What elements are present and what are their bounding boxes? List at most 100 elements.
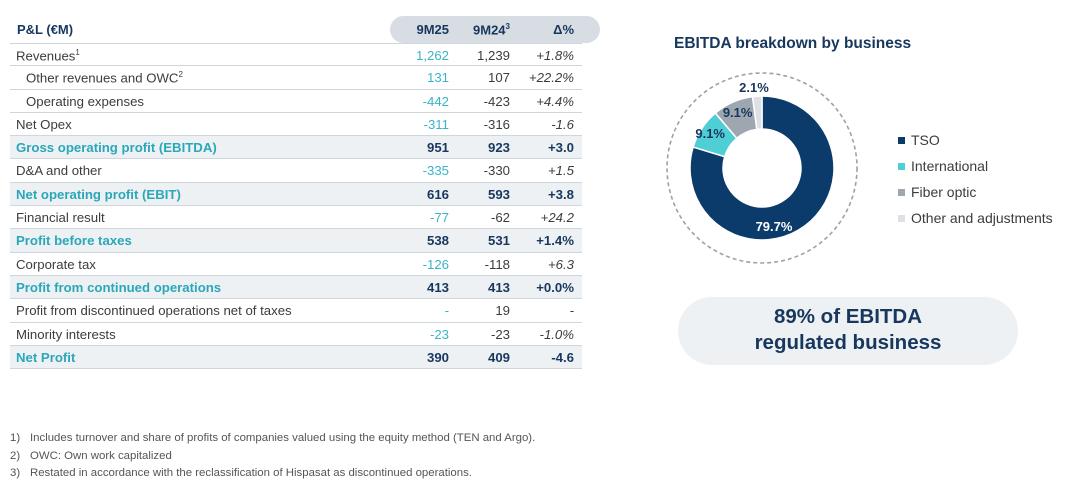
- pl-table-header: P&L (€M) 9M25 9M243 Δ%: [10, 16, 600, 43]
- value-9m25: -77: [429, 210, 449, 226]
- chart-legend: TSO International Fiber optic Other and adj…: [898, 127, 1053, 231]
- row-label: Revenues1: [16, 48, 80, 63]
- value-9m24: 19: [495, 303, 510, 319]
- row-label: Net Opex: [16, 117, 72, 132]
- legend-swatch: [898, 162, 905, 170]
- regulated-business-callout: 89% of EBITDA regulated business: [678, 297, 1018, 365]
- value-9m25: 616: [426, 186, 449, 202]
- row-label: D&A and other: [16, 163, 102, 178]
- row-label-text: Gross operating profit (EBITDA): [16, 140, 217, 156]
- value-9m24: -423: [483, 93, 510, 109]
- value-9m24: 593: [487, 186, 510, 202]
- row-label: Profit from discontinued operations net …: [16, 303, 292, 318]
- pl-table: P&L (€M) 9M25 9M243 Δ% Revenues1 1,262 1,2…: [10, 16, 600, 370]
- footnote-number: 1): [10, 432, 21, 444]
- value-delta: +22.2%: [528, 70, 574, 86]
- column-header-label: 9M24: [473, 22, 506, 38]
- pl-table-title: P&L (€M): [17, 22, 74, 37]
- row-footnote-ref: 2: [178, 70, 183, 80]
- table-row: Financial result -77 -62 +24.2: [10, 206, 582, 230]
- footnotes: 1) Includes turnover and share of profits…: [10, 430, 535, 483]
- header-pill: [390, 16, 600, 43]
- row-label-text: Net operating profit (EBIT): [16, 186, 181, 202]
- value-9m24: 413: [487, 279, 510, 295]
- legend-label: TSO: [911, 132, 940, 148]
- legend-item: Fiber optic: [898, 179, 1053, 205]
- footnote-text: OWC: Own work capitalized: [30, 449, 172, 462]
- row-label: Profit from continued operations: [16, 280, 221, 295]
- row-label: Other revenues and OWC2: [26, 70, 183, 85]
- column-header-9m25: 9M25: [416, 22, 449, 37]
- row-label-text: Profit before taxes: [16, 233, 132, 249]
- row-label-text: Net Profit: [16, 349, 76, 365]
- row-label-text: Profit from continued operations: [16, 279, 222, 295]
- row-label-text: Minority interests: [16, 326, 116, 342]
- value-delta: +1.5: [547, 163, 574, 179]
- column-header-9m24: 9M243: [473, 22, 510, 37]
- value-9m24: 1,239: [476, 48, 510, 63]
- footnote: 1) Includes turnover and share of profits…: [10, 430, 535, 448]
- value-delta: -1.0%: [539, 326, 574, 342]
- value-delta: +1.8%: [536, 48, 574, 63]
- data-label: 9.1%: [723, 105, 753, 120]
- row-label-text: Financial result: [16, 210, 105, 226]
- legend-label: International: [911, 158, 989, 174]
- value-delta: -4.6: [551, 349, 574, 365]
- column-header-delta: Δ%: [553, 22, 574, 37]
- value-9m24: -330: [483, 163, 510, 179]
- legend-swatch: [898, 136, 905, 144]
- value-9m25: 538: [426, 233, 449, 249]
- column-header-footnote: 3: [505, 22, 510, 31]
- table-row: Profit before taxes 538 531 +1.4%: [10, 229, 582, 253]
- value-delta: +24.2: [540, 210, 574, 226]
- table-row: Corporate tax -126 -118 +6.3: [10, 253, 582, 276]
- value-9m25: 413: [426, 279, 449, 295]
- row-label-text: Net Opex: [16, 116, 72, 132]
- dashed-outline-ring: [666, 72, 858, 264]
- value-9m25: 131: [426, 70, 449, 86]
- table-row: Net Opex -311 -316 -1.6: [10, 113, 582, 137]
- donut-slice-other-and-adjustments: [751, 95, 763, 131]
- value-9m24: 409: [487, 349, 510, 365]
- row-label: Gross operating profit (EBITDA): [16, 140, 217, 155]
- value-9m25: -: [444, 303, 449, 319]
- legend-label: Other and adjustments: [911, 210, 1053, 226]
- footnote: 3) Restated in accordance with the reclas…: [10, 465, 535, 483]
- legend-item: International: [898, 153, 1053, 179]
- footnote-number: 2): [10, 449, 21, 462]
- value-delta: -: [569, 303, 574, 319]
- value-9m25: 1,262: [415, 48, 449, 63]
- data-label: 2.1%: [739, 80, 769, 95]
- ebitda-donut-chart: 79.7% 9.1% 9.1% 2.1%: [666, 72, 858, 264]
- callout-line-2: regulated business: [754, 331, 942, 354]
- chart-title: EBITDA breakdown by business: [674, 35, 912, 52]
- row-label: Operating expenses: [26, 94, 144, 109]
- donut-slice-tso: [689, 95, 835, 241]
- footnote-text: Includes turnover and share of profits o…: [30, 432, 536, 444]
- table-row: Other revenues and OWC2 131 107 +22.2%: [10, 66, 582, 90]
- footnote-text: Restated in accordance with the reclassi…: [30, 467, 472, 479]
- column-header-label: 9M25: [416, 22, 449, 37]
- row-label: Corporate tax: [16, 257, 96, 272]
- value-delta: +3.8: [547, 186, 574, 202]
- value-delta: +6.3: [547, 256, 574, 272]
- table-row: Minority interests -23 -23 -1.0%: [10, 323, 582, 346]
- row-footnote-ref: 1: [75, 48, 80, 57]
- value-9m24: -23: [490, 326, 510, 342]
- table-row: Operating expenses -442 -423 +4.4%: [10, 90, 582, 113]
- legend-item: TSO: [898, 127, 1053, 153]
- value-delta: +0.0%: [536, 279, 574, 295]
- value-9m25: 390: [426, 349, 449, 365]
- pl-table-body: Revenues1 1,262 1,239 +1.8% Other revenues a…: [10, 43, 582, 370]
- table-row: Profit from continued operations 413 413 +0…: [10, 275, 582, 300]
- value-9m24: 531: [487, 233, 510, 249]
- row-label: Financial result: [16, 210, 105, 225]
- value-9m24: -62: [490, 210, 510, 226]
- row-label-text: Profit from discontinued operations net …: [16, 303, 292, 319]
- value-delta: -1.6: [551, 116, 574, 132]
- row-label-text: Corporate tax: [16, 256, 96, 272]
- legend-swatch: [898, 188, 905, 196]
- value-9m25: -23: [429, 326, 449, 342]
- row-label-text: Operating expenses: [26, 93, 145, 109]
- table-row: D&A and other -335 -330 +1.5: [10, 159, 582, 183]
